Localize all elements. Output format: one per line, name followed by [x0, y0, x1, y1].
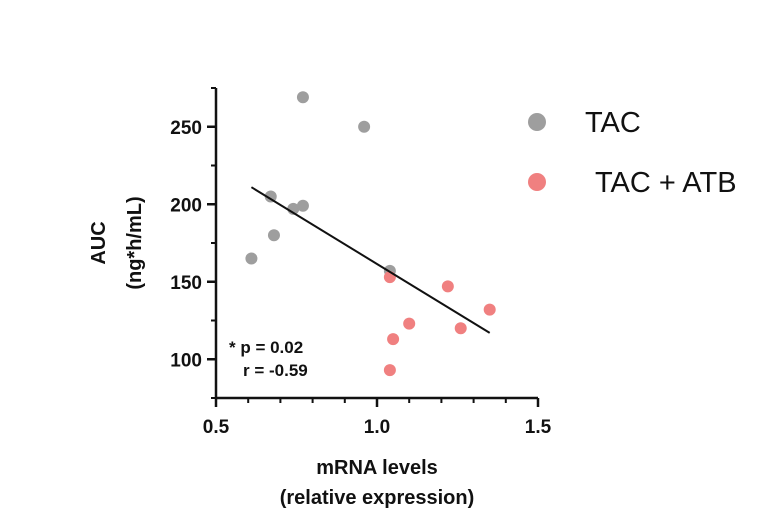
legend-marker-tac	[528, 113, 546, 131]
tac-point	[267, 229, 280, 242]
legend-label-tac-atb: TAC + ATB	[595, 167, 737, 199]
x-tick-label: 0.5	[203, 417, 230, 438]
tac-atb-point	[454, 322, 467, 335]
ticks-layer: 100 150 200 250 0.5 1.0 1.5	[170, 87, 552, 438]
y-axis-title-line1: AUC	[88, 221, 110, 264]
tac-atb-point	[387, 333, 400, 346]
y-tick-label: 150	[170, 273, 202, 294]
y-tick-label: 200	[170, 195, 202, 216]
y-tick-label: 100	[170, 350, 202, 371]
y-tick-label: 250	[170, 118, 202, 139]
regression-line	[250, 186, 491, 334]
legend-label-tac: TAC	[585, 107, 641, 139]
y-axis-title-line2: (ng*h/mL)	[124, 196, 146, 289]
r-value-annotation: r = -0.59	[243, 361, 308, 380]
x-tick-label: 1.5	[525, 417, 552, 438]
tac-atb-point	[403, 317, 416, 330]
x-tick-label: 1.0	[364, 417, 390, 438]
tac-atb-point	[441, 280, 454, 293]
tac-point	[296, 91, 309, 104]
tac-point	[264, 190, 277, 203]
tac-atb-point	[383, 364, 396, 377]
tac-point	[296, 199, 309, 212]
x-axis-title-line2: (relative expression)	[280, 487, 475, 509]
x-axis-title-line1: mRNA levels	[316, 457, 438, 479]
tac-point	[358, 120, 371, 133]
p-value-annotation: * p = 0.02	[229, 338, 303, 357]
tac-atb-point	[483, 303, 496, 316]
tac-point	[245, 252, 258, 265]
legend-marker-tac-atb	[528, 173, 546, 191]
points-layer	[245, 91, 496, 377]
